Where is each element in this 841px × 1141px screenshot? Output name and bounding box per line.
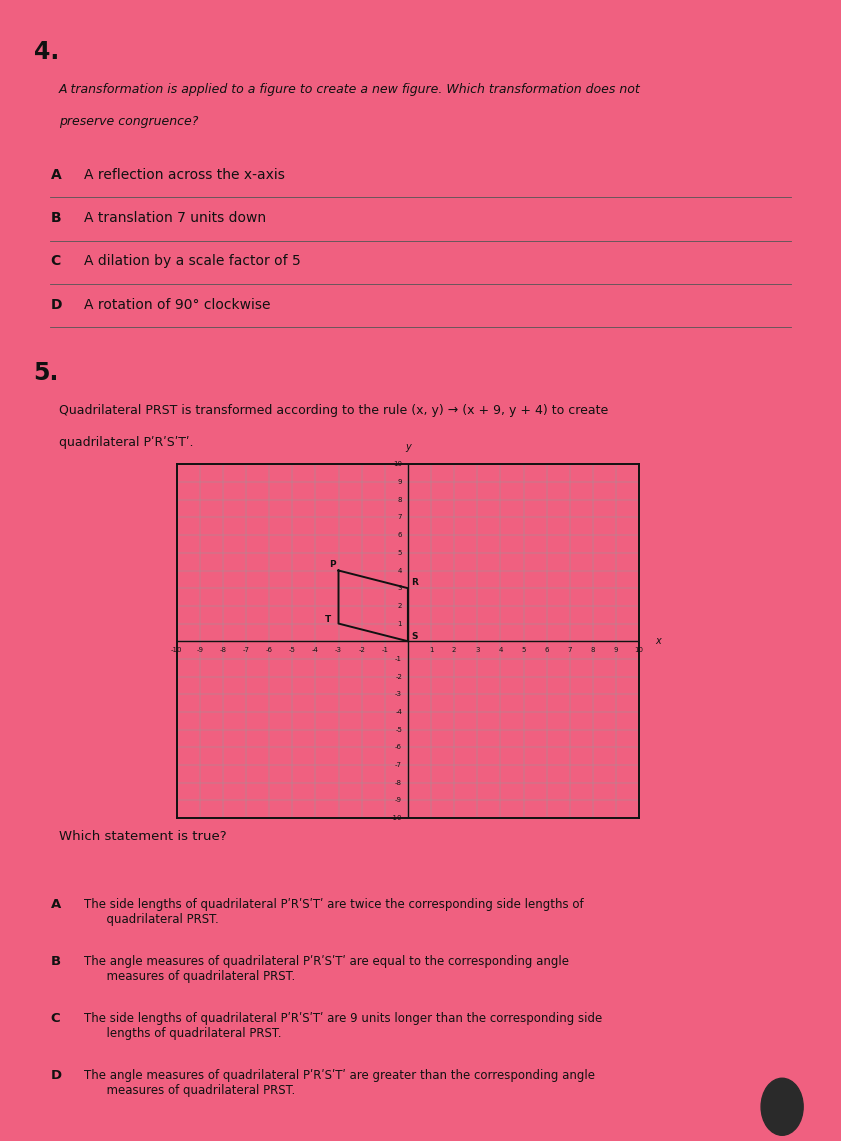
Text: The angle measures of quadrilateral PʹRʹSʹTʹ are greater than the corresponding : The angle measures of quadrilateral PʹRʹ… bbox=[84, 1069, 595, 1098]
Text: y: y bbox=[405, 442, 410, 452]
Text: The angle measures of quadrilateral PʹRʹSʹTʹ are equal to the corresponding angl: The angle measures of quadrilateral PʹRʹ… bbox=[84, 955, 569, 984]
Text: 7: 7 bbox=[568, 647, 572, 654]
Text: -10: -10 bbox=[390, 815, 402, 822]
Text: 10: 10 bbox=[393, 461, 402, 468]
Text: 10: 10 bbox=[635, 647, 643, 654]
Text: 5: 5 bbox=[398, 550, 402, 556]
Text: B: B bbox=[50, 211, 61, 225]
Text: 2: 2 bbox=[398, 602, 402, 609]
Text: B: B bbox=[50, 955, 61, 968]
Text: A transformation is applied to a figure to create a new figure. Which transforma: A transformation is applied to a figure … bbox=[59, 83, 641, 96]
Text: -3: -3 bbox=[395, 691, 402, 697]
Text: -7: -7 bbox=[242, 647, 250, 654]
Text: 8: 8 bbox=[590, 647, 595, 654]
Text: A reflection across the x-axis: A reflection across the x-axis bbox=[84, 168, 285, 181]
Text: Which statement is true?: Which statement is true? bbox=[59, 830, 226, 842]
Text: T: T bbox=[325, 615, 331, 624]
Text: 9: 9 bbox=[614, 647, 618, 654]
Text: 2: 2 bbox=[452, 647, 457, 654]
Text: 6: 6 bbox=[398, 532, 402, 539]
Text: 7: 7 bbox=[398, 515, 402, 520]
Text: R: R bbox=[411, 577, 418, 586]
Text: -4: -4 bbox=[312, 647, 319, 654]
Circle shape bbox=[761, 1078, 803, 1135]
Text: -1: -1 bbox=[395, 656, 402, 662]
Text: quadrilateral PʹRʹSʹTʹ.: quadrilateral PʹRʹSʹTʹ. bbox=[59, 436, 193, 448]
Text: C: C bbox=[50, 1012, 60, 1025]
Text: 5: 5 bbox=[521, 647, 526, 654]
Text: -2: -2 bbox=[395, 673, 402, 680]
Text: 3: 3 bbox=[398, 585, 402, 591]
Text: -8: -8 bbox=[220, 647, 226, 654]
Text: 4.: 4. bbox=[34, 40, 59, 64]
Text: 4: 4 bbox=[498, 647, 503, 654]
Text: The side lengths of quadrilateral PʹRʹSʹTʹ are 9 units longer than the correspon: The side lengths of quadrilateral PʹRʹSʹ… bbox=[84, 1012, 602, 1041]
Text: -3: -3 bbox=[335, 647, 342, 654]
Text: -6: -6 bbox=[395, 744, 402, 751]
Text: Quadrilateral PRST is transformed according to the rule (x, y) → (x + 9, y + 4) : Quadrilateral PRST is transformed accord… bbox=[59, 404, 608, 416]
Text: S: S bbox=[411, 632, 418, 641]
Text: -9: -9 bbox=[395, 798, 402, 803]
Text: -2: -2 bbox=[358, 647, 365, 654]
Text: -1: -1 bbox=[381, 647, 389, 654]
Text: D: D bbox=[50, 298, 62, 311]
Text: A translation 7 units down: A translation 7 units down bbox=[84, 211, 267, 225]
Text: A dilation by a scale factor of 5: A dilation by a scale factor of 5 bbox=[84, 254, 301, 268]
Text: -5: -5 bbox=[395, 727, 402, 733]
Text: -9: -9 bbox=[196, 647, 204, 654]
Text: -8: -8 bbox=[395, 779, 402, 786]
Text: 8: 8 bbox=[398, 496, 402, 503]
Text: 1: 1 bbox=[398, 621, 402, 626]
Text: -5: -5 bbox=[288, 647, 296, 654]
Text: A: A bbox=[50, 898, 61, 911]
Text: A: A bbox=[50, 168, 61, 181]
Text: 9: 9 bbox=[398, 479, 402, 485]
Text: 4: 4 bbox=[398, 567, 402, 574]
Text: -4: -4 bbox=[395, 709, 402, 715]
Text: -10: -10 bbox=[171, 647, 182, 654]
Text: A rotation of 90° clockwise: A rotation of 90° clockwise bbox=[84, 298, 271, 311]
Text: The side lengths of quadrilateral PʹRʹSʹTʹ are twice the corresponding side leng: The side lengths of quadrilateral PʹRʹSʹ… bbox=[84, 898, 584, 926]
Text: P: P bbox=[330, 560, 336, 569]
Text: 3: 3 bbox=[475, 647, 479, 654]
Text: 6: 6 bbox=[544, 647, 549, 654]
Text: preserve congruence?: preserve congruence? bbox=[59, 115, 198, 128]
Text: -6: -6 bbox=[266, 647, 272, 654]
Text: D: D bbox=[50, 1069, 61, 1082]
Text: x: x bbox=[655, 637, 661, 646]
Text: 1: 1 bbox=[429, 647, 433, 654]
Text: C: C bbox=[50, 254, 61, 268]
Text: -7: -7 bbox=[395, 762, 402, 768]
Text: 5.: 5. bbox=[34, 361, 59, 385]
